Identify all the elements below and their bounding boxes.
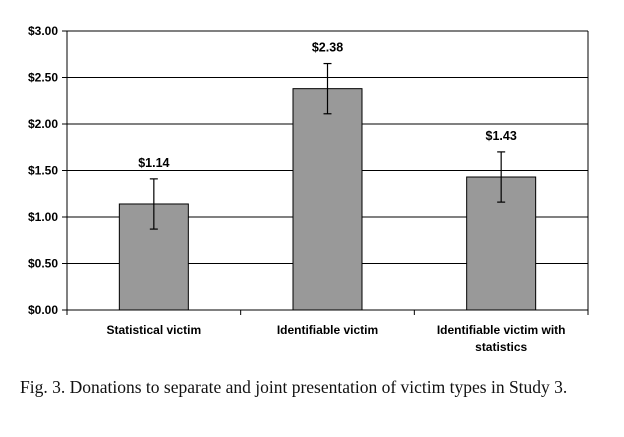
y-tick-label: $3.00 xyxy=(28,24,58,38)
data-label: $1.43 xyxy=(486,129,517,143)
x-category-label: Statistical victim xyxy=(106,323,201,337)
data-label: $2.38 xyxy=(312,41,343,55)
y-tick-label: $0.00 xyxy=(28,303,58,317)
x-category-label: Identifiable victim with xyxy=(437,323,566,337)
data-label: $1.14 xyxy=(138,156,169,170)
bar xyxy=(292,88,363,311)
bar-chart: $0.00 $0.50 $1.00 $1.50 $2.00 $2.50 $3.00 $1.14… xyxy=(28,24,589,354)
x-category-label: Identifiable victim xyxy=(277,323,378,337)
figure-caption: Fig. 3. Donations to separate and joint … xyxy=(20,377,568,397)
x-category-label: statistics xyxy=(475,340,527,354)
y-tick-label: $2.50 xyxy=(28,71,58,85)
y-tick-label: $2.00 xyxy=(28,117,58,131)
y-tick-label: $1.00 xyxy=(28,210,58,224)
y-tick-label: $0.50 xyxy=(28,257,58,271)
y-tick-label: $1.50 xyxy=(28,164,58,178)
